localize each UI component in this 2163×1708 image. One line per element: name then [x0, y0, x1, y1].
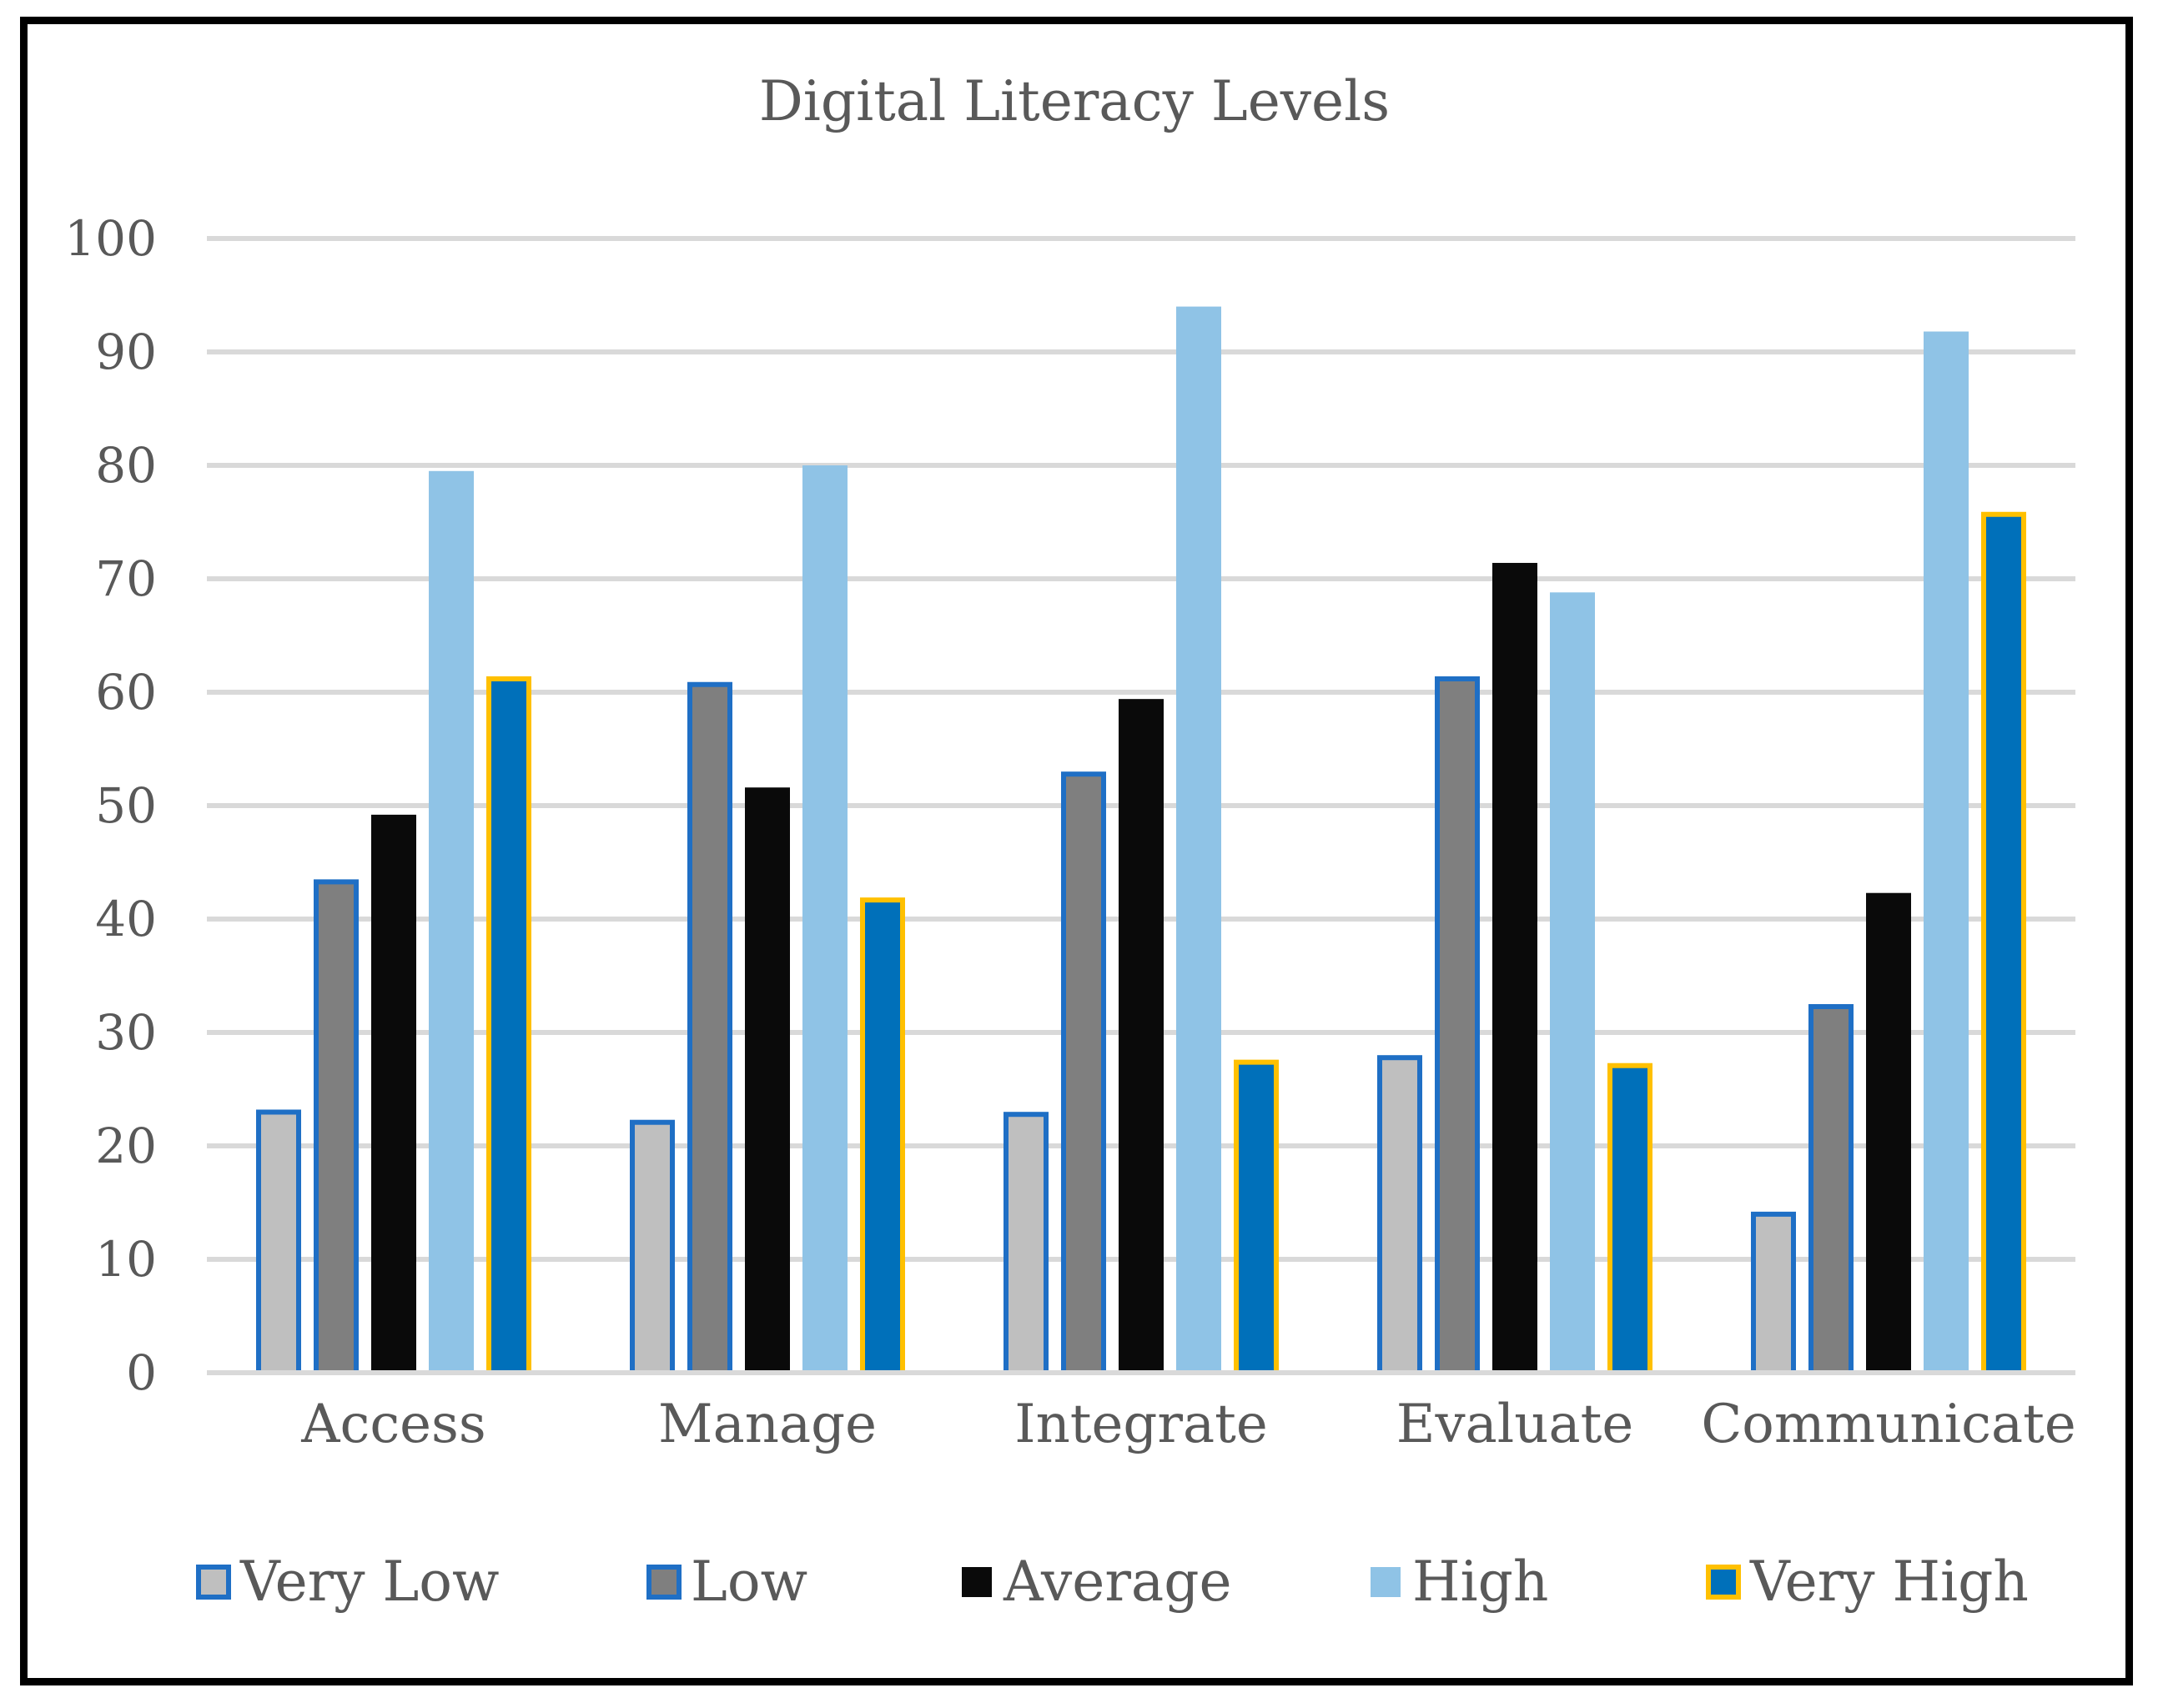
legend: Very Low Low Average High Very High — [196, 1550, 2029, 1614]
y-tick-label: 90 — [95, 324, 157, 380]
bar-low-access — [314, 879, 359, 1375]
bar-high-communicate — [1924, 331, 1969, 1373]
x-axis-categories: Access Manage Integrate Evaluate Communicate — [300, 1394, 2075, 1455]
y-tick-label: 30 — [95, 1004, 157, 1061]
y-axis-ticks: 0 10 20 30 40 50 60 70 80 90 100 — [64, 210, 157, 1401]
x-category-label: Manage — [658, 1394, 877, 1455]
y-tick-label: 0 — [126, 1344, 157, 1401]
x-category-label: Evaluate — [1396, 1394, 1633, 1455]
bar-low-integrate — [1061, 771, 1106, 1375]
x-category-label: Communicate — [1701, 1394, 2075, 1455]
y-tick-label: 70 — [95, 550, 157, 607]
legend-label: Very Low — [239, 1550, 500, 1614]
y-tick-label: 60 — [95, 664, 157, 721]
legend-swatch — [1706, 1565, 1741, 1600]
bar-high-evaluate — [1550, 592, 1595, 1373]
y-tick-label: 10 — [95, 1231, 157, 1288]
bar-low-communicate — [1808, 1004, 1854, 1375]
legend-label: High — [1412, 1550, 1548, 1614]
bar-average-evaluate — [1492, 562, 1537, 1373]
bar-average-manage — [745, 787, 790, 1373]
bars — [207, 306, 2075, 1376]
bar-average-communicate — [1866, 892, 1911, 1373]
bar-high-access — [429, 470, 474, 1373]
chart-frame: Digital Literacy Levels 0 10 20 30 40 50 60 70 8… — [20, 17, 2133, 1685]
legend-swatch — [962, 1567, 992, 1597]
bar-very-high-integrate — [1234, 1059, 1279, 1375]
bar-average-access — [371, 814, 416, 1373]
bar-very-low-access — [256, 1109, 301, 1375]
legend-item-very-high: Very High — [1706, 1550, 2029, 1614]
x-category-label: Integrate — [1014, 1394, 1267, 1455]
bar-very-low-evaluate — [1377, 1055, 1422, 1375]
bar-very-low-manage — [630, 1119, 675, 1375]
legend-item-high: High — [1371, 1550, 1548, 1614]
bar-very-high-evaluate — [1607, 1062, 1652, 1375]
bar-low-manage — [687, 681, 732, 1375]
bar-high-integrate — [1176, 306, 1221, 1374]
y-tick-label: 100 — [64, 210, 157, 267]
bar-very-low-integrate — [1004, 1112, 1049, 1375]
bar-high-manage — [802, 465, 848, 1373]
legend-item-average: Average — [962, 1550, 1232, 1614]
legend-label: Average — [1003, 1550, 1232, 1614]
bar-very-high-manage — [860, 897, 905, 1376]
bar-very-high-access — [486, 676, 531, 1375]
bar-low-evaluate — [1435, 676, 1480, 1375]
y-tick-label: 50 — [95, 777, 157, 834]
legend-swatch — [196, 1565, 231, 1600]
bar-average-integrate — [1119, 699, 1164, 1373]
x-category-label: Access — [300, 1394, 485, 1455]
legend-swatch — [646, 1565, 682, 1600]
bar-very-low-communicate — [1751, 1211, 1796, 1375]
legend-item-low: Low — [646, 1550, 807, 1614]
legend-label: Low — [691, 1550, 807, 1614]
y-tick-label: 20 — [95, 1118, 157, 1174]
legend-item-very-low: Very Low — [196, 1550, 500, 1614]
y-tick-label: 40 — [95, 891, 157, 947]
legend-swatch — [1371, 1567, 1401, 1597]
chart-title: Digital Literacy Levels — [759, 69, 1390, 133]
bar-chart: Digital Literacy Levels 0 10 20 30 40 50 60 70 8… — [64, 69, 2075, 1614]
y-tick-label: 80 — [95, 437, 157, 494]
bar-very-high-communicate — [1981, 511, 2026, 1375]
legend-label: Very High — [1749, 1550, 2029, 1614]
